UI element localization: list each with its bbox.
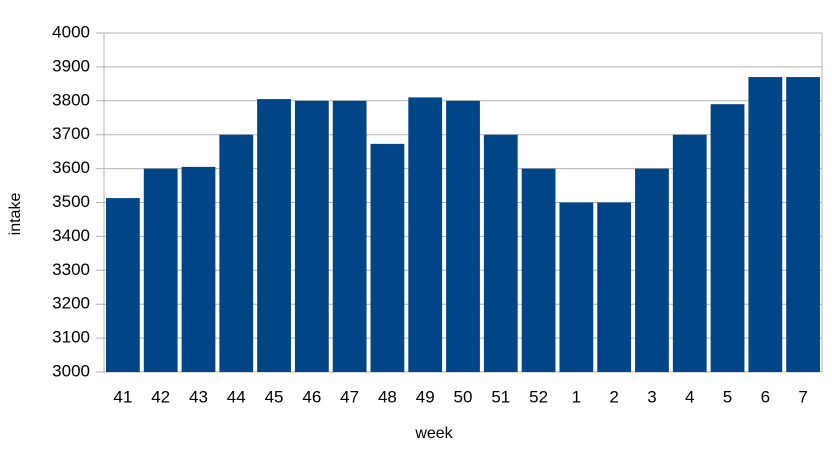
bar <box>370 143 405 372</box>
x-tick-label: 51 <box>491 387 510 406</box>
bar <box>143 168 178 372</box>
x-tick-label: 3 <box>647 387 656 406</box>
y-tick-label: 3900 <box>52 56 90 75</box>
bar <box>106 198 140 372</box>
x-tick-label: 5 <box>723 387 732 406</box>
y-tick-label: 3600 <box>52 158 90 177</box>
y-axis-title: intake <box>7 193 24 236</box>
bar <box>181 166 216 372</box>
bar <box>332 100 367 373</box>
x-tick-label: 50 <box>454 387 473 406</box>
x-tick-label: 46 <box>302 387 321 406</box>
x-tick-label: 4 <box>685 387 694 406</box>
bar <box>597 202 632 372</box>
bar <box>559 202 594 372</box>
x-tick-label: 2 <box>609 387 618 406</box>
y-tick-label: 3400 <box>52 226 90 245</box>
y-tick-label: 3200 <box>52 294 90 313</box>
bar <box>521 168 556 372</box>
bar <box>408 97 443 372</box>
bar <box>294 100 329 373</box>
x-tick-label: 42 <box>151 387 170 406</box>
x-axis-title: week <box>414 425 453 442</box>
y-tick-label: 3800 <box>52 90 90 109</box>
y-tick-label: 3500 <box>52 192 90 211</box>
bar <box>710 104 745 372</box>
x-tick-label: 48 <box>378 387 397 406</box>
y-tick-label: 4000 <box>52 22 90 41</box>
x-tick-label: 49 <box>416 387 435 406</box>
bar <box>257 99 291 372</box>
x-tick-label: 47 <box>340 387 359 406</box>
y-tick-label: 3700 <box>52 124 90 143</box>
bar <box>672 134 707 372</box>
y-tick-label: 3300 <box>52 260 90 279</box>
bar <box>748 77 783 372</box>
x-tick-label: 45 <box>265 387 284 406</box>
bar <box>219 134 254 372</box>
x-tick-label: 1 <box>572 387 581 406</box>
x-tick-label: 43 <box>189 387 208 406</box>
bar <box>635 168 669 372</box>
bar <box>446 100 480 373</box>
x-tick-label: 44 <box>227 387 246 406</box>
x-tick-label: 6 <box>761 387 770 406</box>
y-tick-label: 3100 <box>52 328 90 347</box>
x-tick-label: 41 <box>113 387 132 406</box>
y-tick-label: 3000 <box>52 361 90 380</box>
x-tick-label: 7 <box>798 387 807 406</box>
bar <box>786 77 820 372</box>
x-tick-label: 52 <box>529 387 548 406</box>
bar <box>483 134 518 372</box>
